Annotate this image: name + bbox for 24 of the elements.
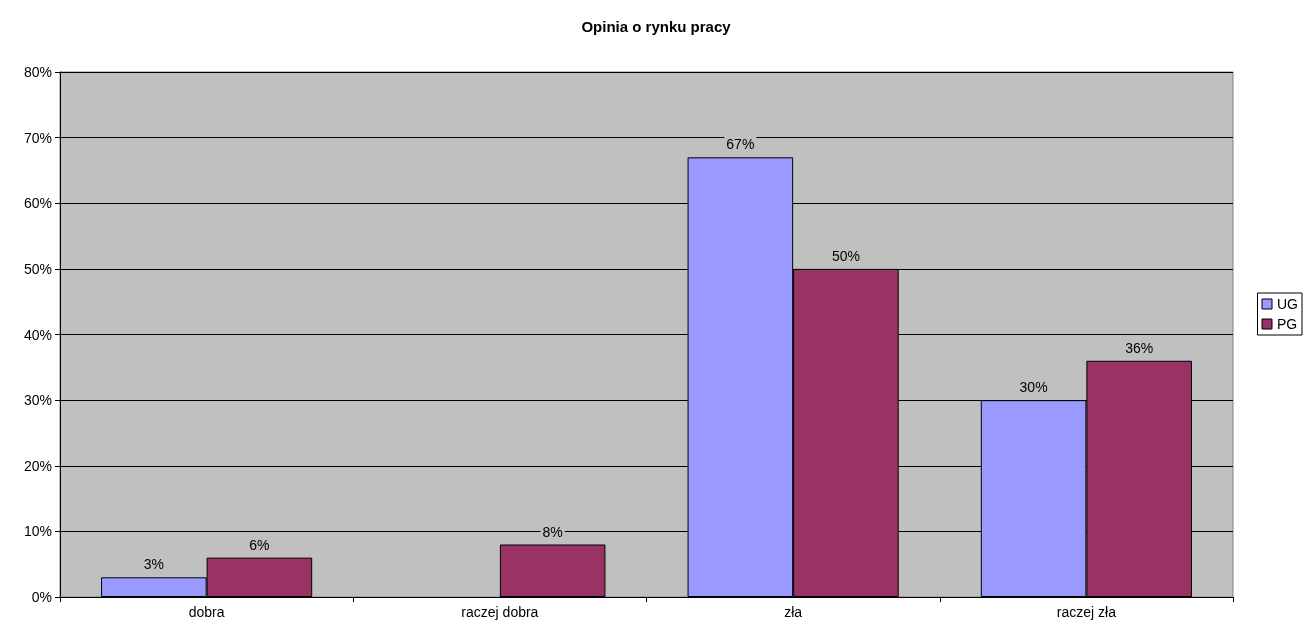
x-tick-label: zła <box>784 604 803 620</box>
y-tick-label: 10% <box>23 523 52 540</box>
x-tick-label: dobra <box>188 604 225 620</box>
x-tick-label: raczej zła <box>1056 604 1117 620</box>
data-label: 3% <box>143 556 164 573</box>
legend-label: PG <box>1277 316 1298 332</box>
y-tick-label: 0% <box>31 589 52 605</box>
y-tick-label: 30% <box>23 392 52 409</box>
y-tick-label: 20% <box>23 457 52 474</box>
y-tick-label: 40% <box>23 326 52 343</box>
legend-label: UG <box>1277 296 1298 312</box>
data-label: 36% <box>1125 339 1154 356</box>
y-tick-label: 60% <box>23 195 52 212</box>
chart-title: Opinia o rynku pracy <box>581 18 732 35</box>
data-label: 6% <box>249 536 270 553</box>
data-label: 67% <box>726 136 755 153</box>
data-label: 30% <box>1019 379 1048 396</box>
y-tick-label: 80% <box>23 64 52 80</box>
data-label: 8% <box>542 523 563 540</box>
data-label: 50% <box>831 247 860 264</box>
y-tick-label: 70% <box>23 129 52 146</box>
y-tick-label: 50% <box>23 260 52 277</box>
x-tick-label: raczej dobra <box>461 604 539 620</box>
bar <box>499 544 606 597</box>
